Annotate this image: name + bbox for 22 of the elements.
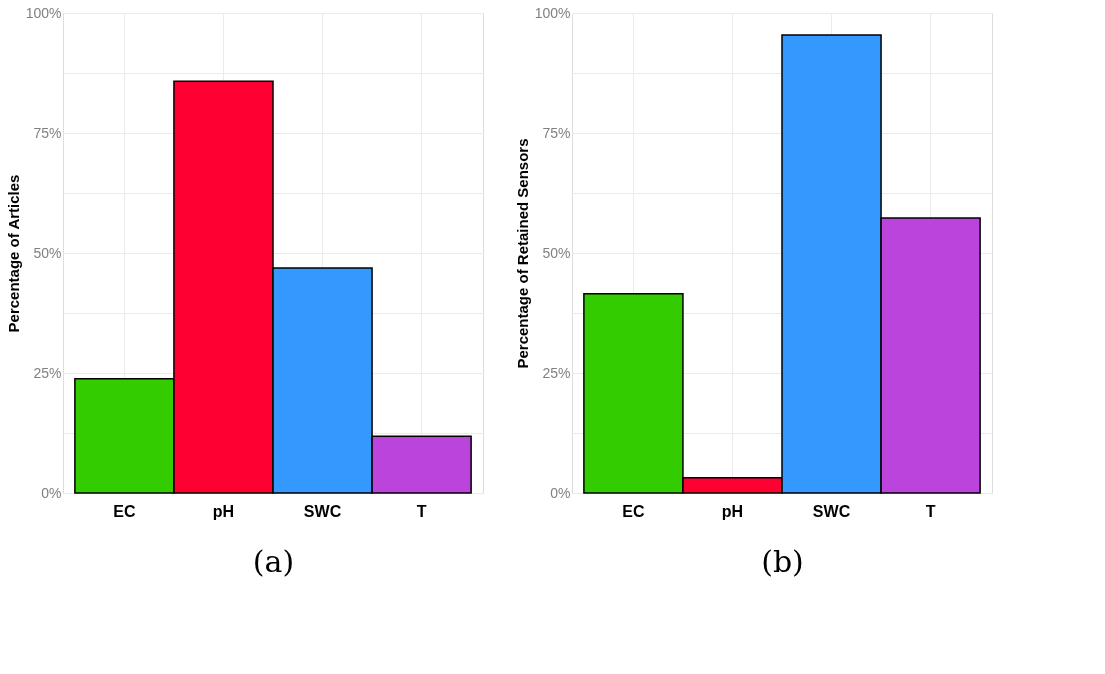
- y-tick-label: 0%: [550, 484, 571, 501]
- x-tick-label: pH: [721, 502, 744, 520]
- y-tick-label: 75%: [542, 124, 571, 141]
- x-tick-label: EC: [622, 502, 645, 520]
- y-tick-label: 100%: [25, 4, 62, 21]
- x-tick-label: SWC: [812, 502, 851, 520]
- y-axis-title: Percentage of Articles: [4, 174, 22, 333]
- x-axis-title: (b): [761, 543, 804, 579]
- y-tick-label: 25%: [33, 364, 62, 381]
- y-tick-label: 75%: [33, 124, 62, 141]
- y-tick-label: 50%: [33, 244, 62, 261]
- y-tick-label: 50%: [542, 244, 571, 261]
- x-tick-label: T: [416, 502, 427, 520]
- x-tick-label: EC: [113, 502, 136, 520]
- y-axis-title: Percentage of Retained Sensors: [513, 138, 531, 369]
- y-tick-label: 25%: [542, 364, 571, 381]
- x-axis-title: (a): [252, 543, 295, 579]
- x-tick-label: T: [925, 502, 936, 520]
- y-tick-label: 100%: [534, 4, 571, 21]
- x-tick-label: SWC: [303, 502, 342, 520]
- x-tick-label: pH: [212, 502, 235, 520]
- y-tick-label: 0%: [41, 484, 62, 501]
